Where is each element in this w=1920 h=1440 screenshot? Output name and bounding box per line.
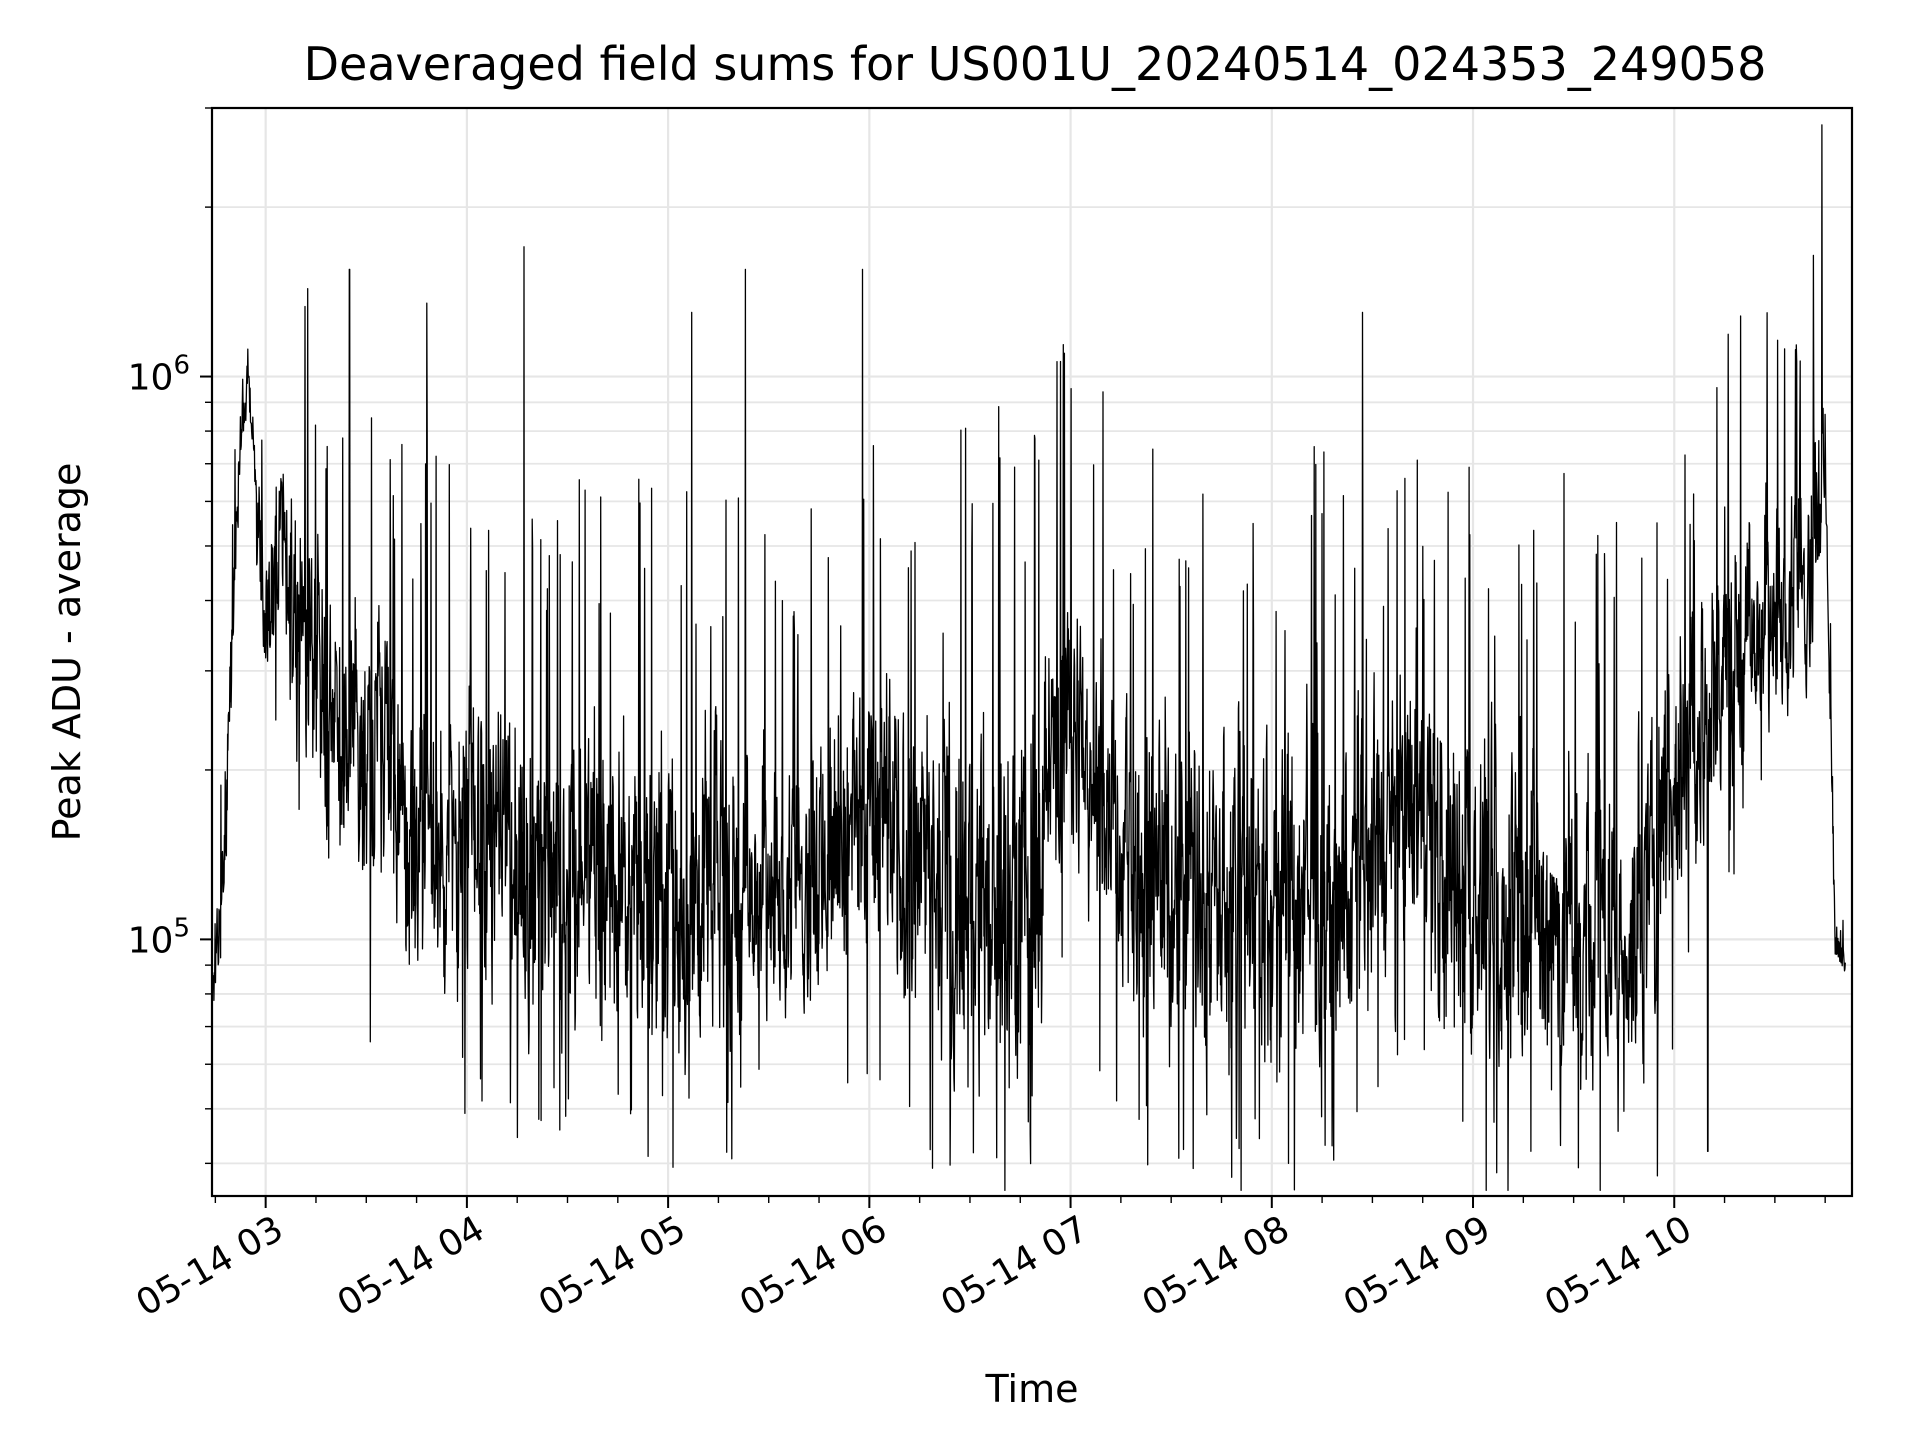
y-axis-label: Peak ADU - average <box>45 463 89 842</box>
data-series <box>210 124 1846 1192</box>
y-axis: 105 106 <box>128 107 212 1165</box>
series-line <box>210 124 1846 1192</box>
y-tick-label: 105 <box>128 913 190 961</box>
y-tick-label: 106 <box>128 351 190 399</box>
chart-title: Deaveraged field sums for US001U_2024051… <box>304 37 1767 91</box>
x-axis-label: Time <box>985 1367 1079 1411</box>
plot-frame <box>210 106 1854 1198</box>
